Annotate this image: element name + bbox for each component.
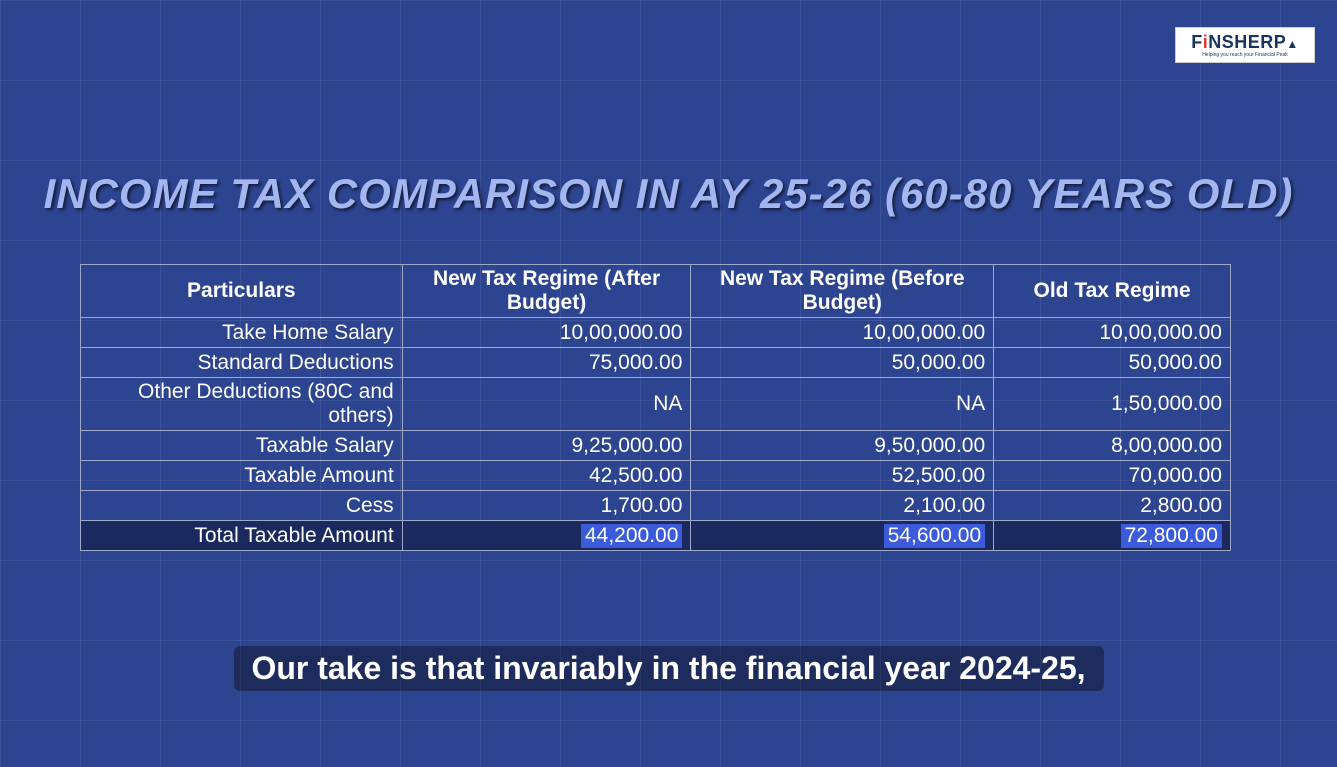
total-value: 54,600.00 bbox=[691, 521, 994, 551]
col-header-old-regime: Old Tax Regime bbox=[994, 265, 1231, 318]
row-value: 50,000.00 bbox=[691, 348, 994, 378]
table-header-row: Particulars New Tax Regime (After Budget… bbox=[81, 265, 1231, 318]
row-label: Taxable Salary bbox=[81, 431, 403, 461]
total-label: Total Taxable Amount bbox=[81, 521, 403, 551]
row-value: 1,50,000.00 bbox=[994, 378, 1231, 431]
row-value: 8,00,000.00 bbox=[994, 431, 1231, 461]
brand-logo: FiNSHERP▲ Helping you reach your Financi… bbox=[1175, 27, 1315, 63]
row-value: 10,00,000.00 bbox=[994, 318, 1231, 348]
logo-text: FiNSHERP▲ bbox=[1191, 33, 1298, 51]
row-value: 52,500.00 bbox=[691, 461, 994, 491]
col-header-before-budget: New Tax Regime (Before Budget) bbox=[691, 265, 994, 318]
total-value: 72,800.00 bbox=[994, 521, 1231, 551]
page-title: INCOME TAX COMPARISON IN AY 25-26 (60-80… bbox=[44, 170, 1294, 218]
logo-tagline: Helping you reach your Financial Peak bbox=[1202, 52, 1288, 58]
row-value: 10,00,000.00 bbox=[402, 318, 691, 348]
table-row: Taxable Salary 9,25,000.00 9,50,000.00 8… bbox=[81, 431, 1231, 461]
row-value: 42,500.00 bbox=[402, 461, 691, 491]
table-total-row: Total Taxable Amount 44,200.00 54,600.00… bbox=[81, 521, 1231, 551]
row-value: 50,000.00 bbox=[994, 348, 1231, 378]
row-label: Take Home Salary bbox=[81, 318, 403, 348]
row-value: 9,25,000.00 bbox=[402, 431, 691, 461]
row-value: NA bbox=[402, 378, 691, 431]
row-value: 1,700.00 bbox=[402, 491, 691, 521]
row-value: 9,50,000.00 bbox=[691, 431, 994, 461]
col-header-after-budget: New Tax Regime (After Budget) bbox=[402, 265, 691, 318]
row-value: 75,000.00 bbox=[402, 348, 691, 378]
table-row: Standard Deductions 75,000.00 50,000.00 … bbox=[81, 348, 1231, 378]
caption-subtitle: Our take is that invariably in the finan… bbox=[233, 646, 1103, 691]
table-row: Taxable Amount 42,500.00 52,500.00 70,00… bbox=[81, 461, 1231, 491]
row-label: Standard Deductions bbox=[81, 348, 403, 378]
highlight-box: 54,600.00 bbox=[884, 524, 985, 548]
row-value: 70,000.00 bbox=[994, 461, 1231, 491]
total-value: 44,200.00 bbox=[402, 521, 691, 551]
row-label: Cess bbox=[81, 491, 403, 521]
row-value: 2,100.00 bbox=[691, 491, 994, 521]
table-row: Cess 1,700.00 2,100.00 2,800.00 bbox=[81, 491, 1231, 521]
highlight-box: 44,200.00 bbox=[581, 524, 682, 548]
highlight-box: 72,800.00 bbox=[1121, 524, 1222, 548]
row-value: 10,00,000.00 bbox=[691, 318, 994, 348]
table-row: Take Home Salary 10,00,000.00 10,00,000.… bbox=[81, 318, 1231, 348]
row-value: NA bbox=[691, 378, 994, 431]
row-label: Other Deductions (80C and others) bbox=[81, 378, 403, 431]
row-label: Taxable Amount bbox=[81, 461, 403, 491]
row-value: 2,800.00 bbox=[994, 491, 1231, 521]
col-header-particulars: Particulars bbox=[81, 265, 403, 318]
tax-comparison-table: Particulars New Tax Regime (After Budget… bbox=[80, 264, 1231, 551]
table-row: Other Deductions (80C and others) NA NA … bbox=[81, 378, 1231, 431]
